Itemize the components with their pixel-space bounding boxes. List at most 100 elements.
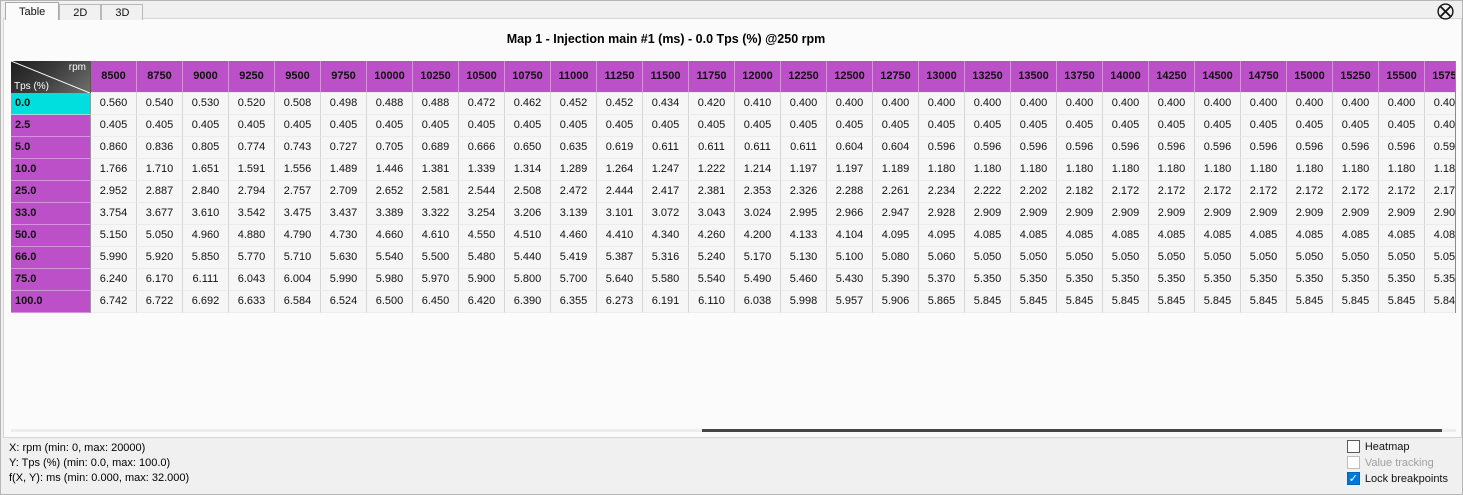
value-cell[interactable]: 0.805 [183, 137, 229, 159]
value-cell[interactable]: 3.101 [597, 203, 643, 225]
value-cell[interactable]: 2.652 [367, 181, 413, 203]
value-cell[interactable]: 5.316 [643, 247, 689, 269]
value-cell[interactable]: 2.909 [1425, 203, 1455, 225]
value-cell[interactable]: 0.405 [827, 115, 873, 137]
tab-table[interactable]: Table [5, 2, 60, 20]
value-cell[interactable]: 0.596 [1333, 137, 1379, 159]
value-cell[interactable]: 6.111 [183, 269, 229, 291]
value-cell[interactable]: 2.326 [781, 181, 827, 203]
value-cell[interactable]: 5.500 [413, 247, 459, 269]
value-cell[interactable]: 0.400 [781, 93, 827, 115]
value-cell[interactable]: 3.389 [367, 203, 413, 225]
unchecked-checkbox-icon[interactable] [1346, 456, 1360, 469]
value-cell[interactable]: 5.350 [1287, 269, 1333, 291]
value-cell[interactable]: 5.050 [1241, 247, 1287, 269]
value-cell[interactable]: 0.410 [735, 93, 781, 115]
value-cell[interactable]: 2.172 [1333, 181, 1379, 203]
value-cell[interactable]: 2.947 [873, 203, 919, 225]
value-cell[interactable]: 5.050 [1057, 247, 1103, 269]
value-cell[interactable]: 6.584 [275, 291, 321, 313]
value-cell[interactable]: 0.604 [827, 137, 873, 159]
value-cell[interactable]: 0.405 [551, 115, 597, 137]
value-cell[interactable]: 5.350 [1195, 269, 1241, 291]
value-cell[interactable]: 2.544 [459, 181, 505, 203]
value-cell[interactable]: 0.596 [1287, 137, 1333, 159]
value-cell[interactable]: 5.390 [873, 269, 919, 291]
value-cell[interactable]: 6.420 [459, 291, 505, 313]
value-cell[interactable]: 0.400 [873, 93, 919, 115]
value-cell[interactable]: 3.322 [413, 203, 459, 225]
value-cell[interactable]: 2.757 [275, 181, 321, 203]
rpm-column-header[interactable]: 14750 [1241, 61, 1287, 93]
value-cell[interactable]: 5.480 [459, 247, 505, 269]
value-cell[interactable]: 5.350 [1241, 269, 1287, 291]
value-cell[interactable]: 5.845 [1057, 291, 1103, 313]
value-cell[interactable]: 0.400 [1287, 93, 1333, 115]
value-cell[interactable]: 1.180 [1333, 159, 1379, 181]
value-cell[interactable]: 1.222 [689, 159, 735, 181]
value-cell[interactable]: 0.860 [91, 137, 137, 159]
value-cell[interactable]: 4.880 [229, 225, 275, 247]
value-cell[interactable]: 2.172 [1195, 181, 1241, 203]
value-cell[interactable]: 2.444 [597, 181, 643, 203]
value-cell[interactable]: 1.446 [367, 159, 413, 181]
value-cell[interactable]: 0.596 [1057, 137, 1103, 159]
value-cell[interactable]: 5.440 [505, 247, 551, 269]
value-cell[interactable]: 0.596 [1149, 137, 1195, 159]
value-cell[interactable]: 0.405 [1149, 115, 1195, 137]
value-cell[interactable]: 2.182 [1057, 181, 1103, 203]
value-cell[interactable]: 5.640 [597, 269, 643, 291]
value-cell[interactable]: 2.887 [137, 181, 183, 203]
tps-row-header[interactable]: 33.0 [11, 203, 91, 225]
value-cell[interactable]: 0.405 [873, 115, 919, 137]
value-cell[interactable]: 3.754 [91, 203, 137, 225]
value-cell[interactable]: 5.845 [1195, 291, 1241, 313]
value-cell[interactable]: 2.909 [1287, 203, 1333, 225]
value-cell[interactable]: 1.180 [1011, 159, 1057, 181]
value-cell[interactable]: 6.722 [137, 291, 183, 313]
checkbox-heatmap[interactable]: Heatmap [1346, 440, 1448, 453]
value-cell[interactable]: 0.452 [551, 93, 597, 115]
value-cell[interactable]: 1.710 [137, 159, 183, 181]
value-cell[interactable]: 2.952 [91, 181, 137, 203]
value-cell[interactable]: 0.596 [1195, 137, 1241, 159]
value-cell[interactable]: 4.085 [1333, 225, 1379, 247]
value-cell[interactable]: 5.050 [137, 225, 183, 247]
value-cell[interactable]: 5.050 [1333, 247, 1379, 269]
value-cell[interactable]: 0.434 [643, 93, 689, 115]
value-cell[interactable]: 3.206 [505, 203, 551, 225]
value-cell[interactable]: 0.405 [1011, 115, 1057, 137]
tab-3d[interactable]: 3D [101, 4, 144, 20]
value-cell[interactable]: 2.261 [873, 181, 919, 203]
value-cell[interactable]: 4.730 [321, 225, 367, 247]
rpm-column-header[interactable]: 15000 [1287, 61, 1333, 93]
tps-row-header[interactable]: 100.0 [11, 291, 91, 313]
tps-row-header[interactable]: 5.0 [11, 137, 91, 159]
value-cell[interactable]: 2.928 [919, 203, 965, 225]
value-cell[interactable]: 0.689 [413, 137, 459, 159]
value-cell[interactable]: 6.524 [321, 291, 367, 313]
rpm-column-header[interactable]: 9750 [321, 61, 367, 93]
value-cell[interactable]: 0.405 [459, 115, 505, 137]
value-cell[interactable]: 5.770 [229, 247, 275, 269]
value-cell[interactable]: 6.240 [91, 269, 137, 291]
value-cell[interactable]: 0.405 [229, 115, 275, 137]
value-cell[interactable]: 5.050 [1425, 247, 1455, 269]
value-cell[interactable]: 0.462 [505, 93, 551, 115]
value-cell[interactable]: 0.400 [1149, 93, 1195, 115]
rpm-column-header[interactable]: 11750 [689, 61, 735, 93]
value-cell[interactable]: 5.990 [321, 269, 367, 291]
value-cell[interactable]: 2.172 [1379, 181, 1425, 203]
value-cell[interactable]: 2.909 [1241, 203, 1287, 225]
value-cell[interactable]: 1.214 [735, 159, 781, 181]
rpm-column-header[interactable]: 8750 [137, 61, 183, 93]
value-cell[interactable]: 5.800 [505, 269, 551, 291]
value-cell[interactable]: 2.840 [183, 181, 229, 203]
value-cell[interactable]: 2.234 [919, 181, 965, 203]
value-cell[interactable]: 0.400 [1011, 93, 1057, 115]
value-cell[interactable]: 0.705 [367, 137, 413, 159]
value-cell[interactable]: 4.790 [275, 225, 321, 247]
value-cell[interactable]: 0.405 [183, 115, 229, 137]
value-cell[interactable]: 2.353 [735, 181, 781, 203]
value-cell[interactable]: 0.560 [91, 93, 137, 115]
